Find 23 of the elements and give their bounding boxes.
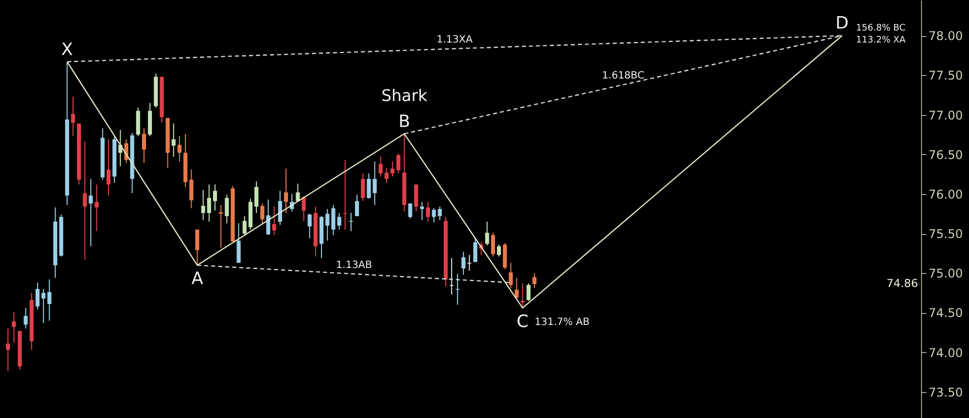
y-tick-label: 77.50 (928, 68, 963, 83)
data-label: C (516, 312, 529, 332)
data-label: X (61, 40, 74, 60)
annotation: 74.86 (886, 277, 918, 290)
annotation: 113.2% XA (856, 36, 906, 46)
annotation: 131.7% AB (534, 316, 590, 328)
y-tick-label: 75.50 (928, 227, 963, 242)
data-label: D (836, 14, 849, 34)
y-tick-label: 74.50 (928, 306, 963, 320)
annotation: 156.8% BC (856, 24, 906, 34)
y-tick-label: 76.50 (928, 148, 963, 162)
data-label: A (191, 269, 204, 290)
annotation: Shark (381, 86, 428, 105)
series-label: 1.13AB (336, 260, 372, 271)
y-tick-label: 77.00 (928, 108, 963, 122)
y-tick-label: 75.00 (928, 266, 963, 281)
y-tick-label: 73.50 (928, 385, 963, 400)
series-label: 1.13XA (436, 34, 473, 46)
y-tick-label: 74.00 (928, 346, 963, 360)
y-tick-label: 78.00 (928, 29, 963, 44)
data-label: B (398, 112, 410, 132)
y-tick-label: 76.00 (928, 187, 963, 202)
series-label: 1.618BC (602, 70, 644, 82)
